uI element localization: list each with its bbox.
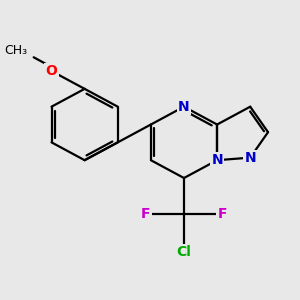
Text: F: F [141,207,151,221]
Text: N: N [211,153,223,167]
Text: F: F [218,207,227,221]
Text: O: O [46,64,58,78]
Text: Cl: Cl [176,245,191,259]
Text: CH₃: CH₃ [4,44,27,57]
Text: N: N [178,100,190,114]
Text: N: N [244,151,256,165]
